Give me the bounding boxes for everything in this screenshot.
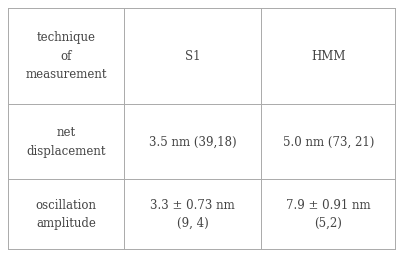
Text: 3.5 nm (39,18): 3.5 nm (39,18) <box>149 135 237 148</box>
Text: 3.3 ± 0.73 nm
(9, 4): 3.3 ± 0.73 nm (9, 4) <box>150 198 235 230</box>
Text: 5.0 nm (73, 21): 5.0 nm (73, 21) <box>283 135 374 148</box>
Text: S1: S1 <box>185 50 201 62</box>
Text: technique
of
measurement: technique of measurement <box>25 31 107 81</box>
Text: oscillation
amplitude: oscillation amplitude <box>35 198 97 230</box>
Text: 7.9 ± 0.91 nm
(5,2): 7.9 ± 0.91 nm (5,2) <box>286 198 370 230</box>
Text: net
displacement: net displacement <box>26 126 106 158</box>
Text: HMM: HMM <box>311 50 345 62</box>
